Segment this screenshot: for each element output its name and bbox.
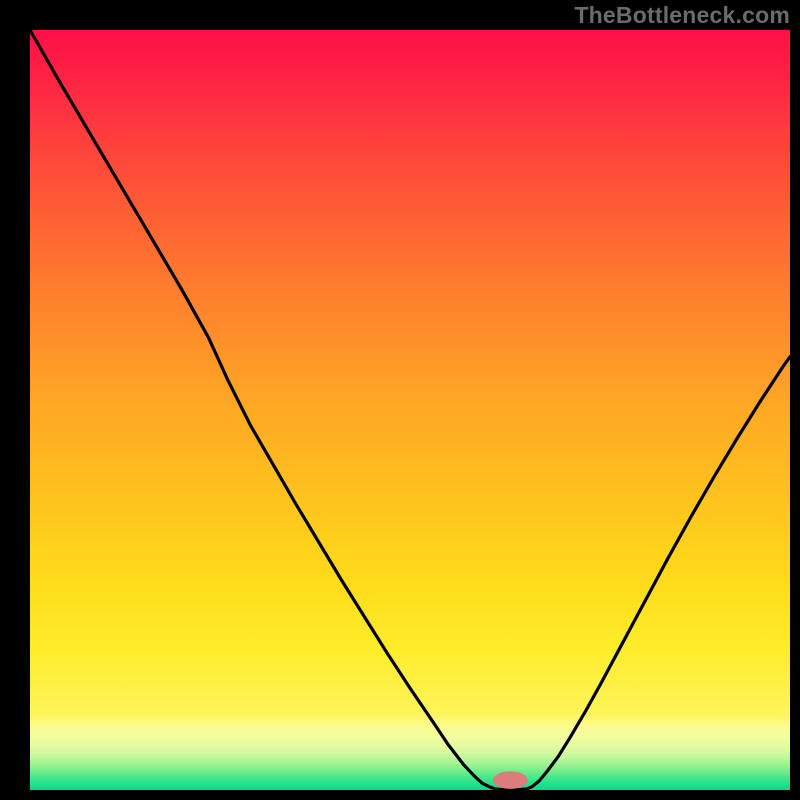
gradient-background-band xyxy=(30,714,790,790)
gradient-background-main xyxy=(30,30,790,714)
watermark-text: TheBottleneck.com xyxy=(574,2,790,29)
bottleneck-chart xyxy=(30,30,790,790)
optimal-marker xyxy=(493,771,528,788)
chart-frame: TheBottleneck.com xyxy=(0,0,800,800)
